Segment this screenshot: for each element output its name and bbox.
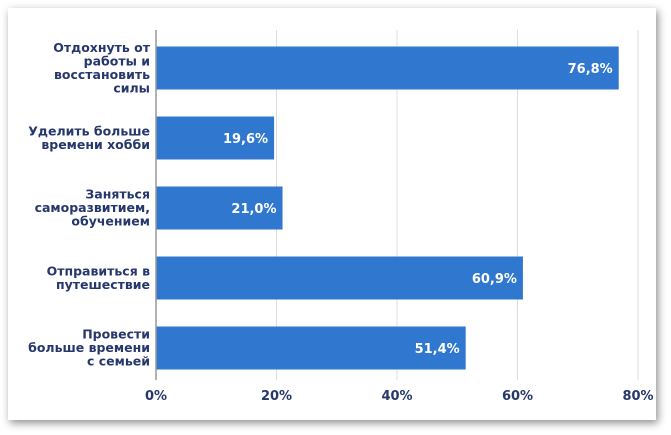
x-tick-label: 60% [502,389,533,404]
bar [156,186,283,230]
category-label: Провести больше времени с семьей [28,327,150,369]
bar [156,116,275,160]
data-label: 60,9% [472,272,517,287]
category-label-line: путешествие [56,277,150,292]
x-tick-label: 20% [261,389,292,404]
category-label: Отправиться в путешествие [47,263,150,292]
category-label-line: силы [113,80,150,95]
category-label-line: с семьей [87,354,150,369]
category-label-line: Провести [82,327,150,342]
category-label-line: работы и [84,53,150,68]
category-label: Отдохнуть от работы и восстановить силы [53,40,150,96]
x-tick-label: 0% [145,389,167,404]
category-label-line: времени хобби [41,137,150,152]
category-label-line: восстановить [54,67,150,82]
category-label-line: Отправиться в [47,263,150,278]
data-label: 21,0% [231,202,276,217]
category-label: Уделить больше времени хобби [28,123,150,152]
bar [156,46,619,90]
category-label-line: Отдохнуть от [53,40,150,55]
data-label: 19,6% [223,132,268,147]
x-tick-label: 80% [622,389,653,404]
category-label-line: обучением [71,214,150,229]
category-label-line: больше времени [28,340,150,355]
bar [156,256,523,300]
category-label: Заняться саморазвитием, обучением [35,187,150,229]
data-label: 51,4% [415,342,460,357]
bar [156,326,466,370]
category-label-line: Заняться [85,187,150,202]
category-label-line: Уделить больше [28,123,150,138]
data-label: 76,8% [568,62,613,77]
category-label-line: саморазвитием, [35,200,150,215]
x-tick-label: 40% [381,389,412,404]
